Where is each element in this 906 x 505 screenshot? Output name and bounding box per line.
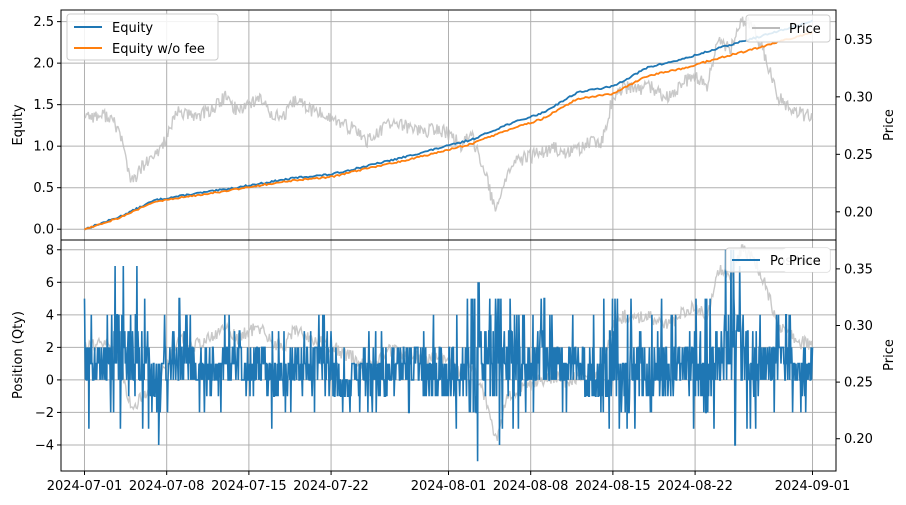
x-tick-label: 2024-07-22	[293, 479, 369, 494]
price-tick-label: 0.35	[844, 33, 873, 48]
equity-price-legend: Price	[745, 14, 831, 43]
equity-price-axis-label: Price	[882, 109, 897, 141]
y-tick-label: 6	[46, 276, 54, 291]
y-tick-label: 0.0	[33, 223, 54, 238]
position-line	[83, 249, 814, 462]
price-tick-label: 0.20	[844, 432, 873, 447]
equity-wo-fee-line	[84, 31, 814, 231]
equity-y-axis-label: Equity	[11, 104, 26, 145]
price-tick-label: 0.35	[844, 262, 873, 277]
x-tick-label: 2024-08-22	[657, 479, 733, 494]
price-tick-label: 0.25	[844, 148, 873, 163]
position-price-ticks: 0.20 0.25 0.30 0.35	[836, 262, 873, 447]
date-x-ticks: 2024-07-01 2024-07-08 2024-07-15 2024-07-22…	[47, 471, 851, 494]
legend-label-price-bottom: Price	[789, 254, 821, 269]
x-tick-label: 2024-08-08	[493, 479, 569, 494]
y-tick-label: −2	[35, 406, 54, 421]
y-tick-label: 2	[46, 341, 54, 356]
y-tick-label: 1.5	[33, 98, 54, 113]
x-tick-label: 2024-07-01	[47, 479, 123, 494]
x-tick-label: 2024-07-08	[129, 479, 205, 494]
price-tick-label: 0.25	[844, 376, 873, 391]
price-tick-label: 0.30	[844, 319, 873, 334]
equity-panel-price-line	[84, 16, 814, 212]
equity-price-ticks: 0.20 0.25 0.30 0.35	[836, 33, 873, 220]
x-tick-label: 2024-07-15	[211, 479, 287, 494]
equity-y-ticks: 0.0 0.5 1.0 1.5 2.0 2.5	[33, 15, 61, 238]
equity-legend: Equity Equity w/o fee	[66, 13, 219, 61]
x-tick-label: 2024-09-01	[775, 479, 851, 494]
equity-lines	[84, 19, 814, 231]
y-tick-label: 4	[46, 308, 54, 323]
y-tick-label: −4	[35, 438, 54, 453]
position-lines	[83, 249, 814, 462]
equity-panel: 0.0 0.5 1.0 1.5 2.0 2.5 0.20 0.25 0.30 0.35 Equi…	[11, 9, 897, 241]
legend-label-price-top: Price	[789, 22, 821, 37]
legend-label-equity: Equity	[112, 21, 153, 36]
legend-label-equity-wo-fee: Equity w/o fee	[112, 42, 205, 57]
position-price-legend: Price	[783, 248, 830, 272]
y-tick-label: 0	[46, 373, 54, 388]
position-y-axis-label: Position (Qty)	[11, 311, 26, 399]
y-tick-label: 2.0	[33, 57, 54, 72]
position-y-ticks: −4 −2 0 2 4 6 8	[35, 243, 61, 453]
x-tick-label: 2024-08-01	[411, 479, 487, 494]
price-tick-label: 0.20	[844, 205, 873, 220]
y-tick-label: 1.0	[33, 140, 54, 155]
price-line	[84, 16, 814, 212]
y-tick-label: 2.5	[33, 15, 54, 30]
x-tick-label: 2024-08-15	[575, 479, 651, 494]
position-plot-frame	[60, 239, 837, 472]
y-tick-label: 0.5	[33, 181, 54, 196]
position-price-axis-label: Price	[882, 339, 897, 371]
price-tick-label: 0.30	[844, 90, 873, 105]
equity-line	[84, 19, 814, 231]
y-tick-label: 8	[46, 243, 54, 258]
